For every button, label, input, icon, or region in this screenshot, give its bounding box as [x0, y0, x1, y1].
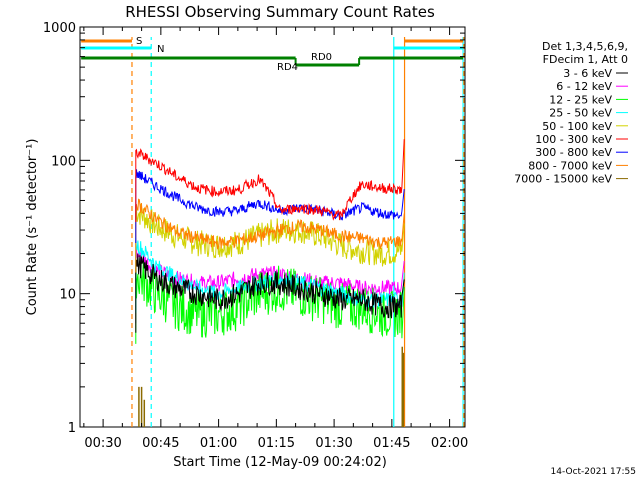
legend-label: 300 - 800 keV [535, 146, 612, 159]
legend-label: 12 - 25 keV [549, 93, 612, 106]
legend-label: 25 - 50 keV [549, 107, 612, 120]
y-tick-label: 100 [51, 154, 76, 169]
y-tick-label: 10 [59, 288, 76, 303]
legend-label: 100 - 300 keV [535, 133, 612, 146]
y-axis-label: Count Rate (s⁻¹ detector⁻¹) [25, 139, 40, 316]
legend-label: 3 - 6 keV [563, 67, 612, 80]
axis-ticks: 00:30 00:45 01:00 01:15 01:30 01:45 02:00 1 10 10… [43, 21, 468, 451]
x-tick-label: 01:30 [315, 436, 352, 451]
x-tick-label: 00:45 [142, 436, 179, 451]
legend-label: 7000 - 15000 keV [514, 173, 612, 186]
x-tick-label: 01:45 [373, 436, 410, 451]
chart-title: RHESSI Observing Summary Count Rates [125, 3, 435, 21]
legend-label: 800 - 7000 keV [528, 159, 612, 172]
annotation-rd0: RD0 [311, 52, 332, 63]
series-line-3-6keV [135, 253, 405, 333]
series-line-300-800keV [135, 169, 405, 243]
plot-frame [79, 26, 466, 428]
legend-label: 6 - 12 keV [556, 80, 612, 93]
annotation-n: N [157, 44, 164, 55]
x-tick-label: 01:00 [200, 436, 237, 451]
timestamp: 14-Oct-2021 17:55 [551, 467, 636, 477]
legend-header-line-2: FDecim 1, Att 0 [543, 53, 628, 66]
plot-marks: S N RD0 RD4 [81, 36, 465, 427]
x-tick-label: 00:30 [84, 436, 121, 451]
x-tick-label: 02:00 [431, 436, 468, 451]
series-line-50-100keV [135, 203, 405, 281]
x-tick-label: 01:15 [258, 436, 295, 451]
series-line-100-300keV [135, 139, 405, 222]
legend-label: 50 - 100 keV [542, 120, 612, 133]
x-axis-label: Start Time (12-May-09 00:24:02) [173, 455, 387, 470]
legend: Det 1,3,4,5,6,9, FDecim 1, Att 0 3 - 6 k… [514, 40, 628, 186]
annotation-rd4: RD4 [277, 62, 298, 73]
series-line-800-7000keV [135, 198, 405, 273]
annotation-s: S [136, 36, 142, 47]
y-tick-label: 1000 [43, 21, 76, 36]
legend-header-line-1: Det 1,3,4,5,6,9, [542, 40, 628, 53]
y-tick-label: 1 [68, 421, 76, 436]
